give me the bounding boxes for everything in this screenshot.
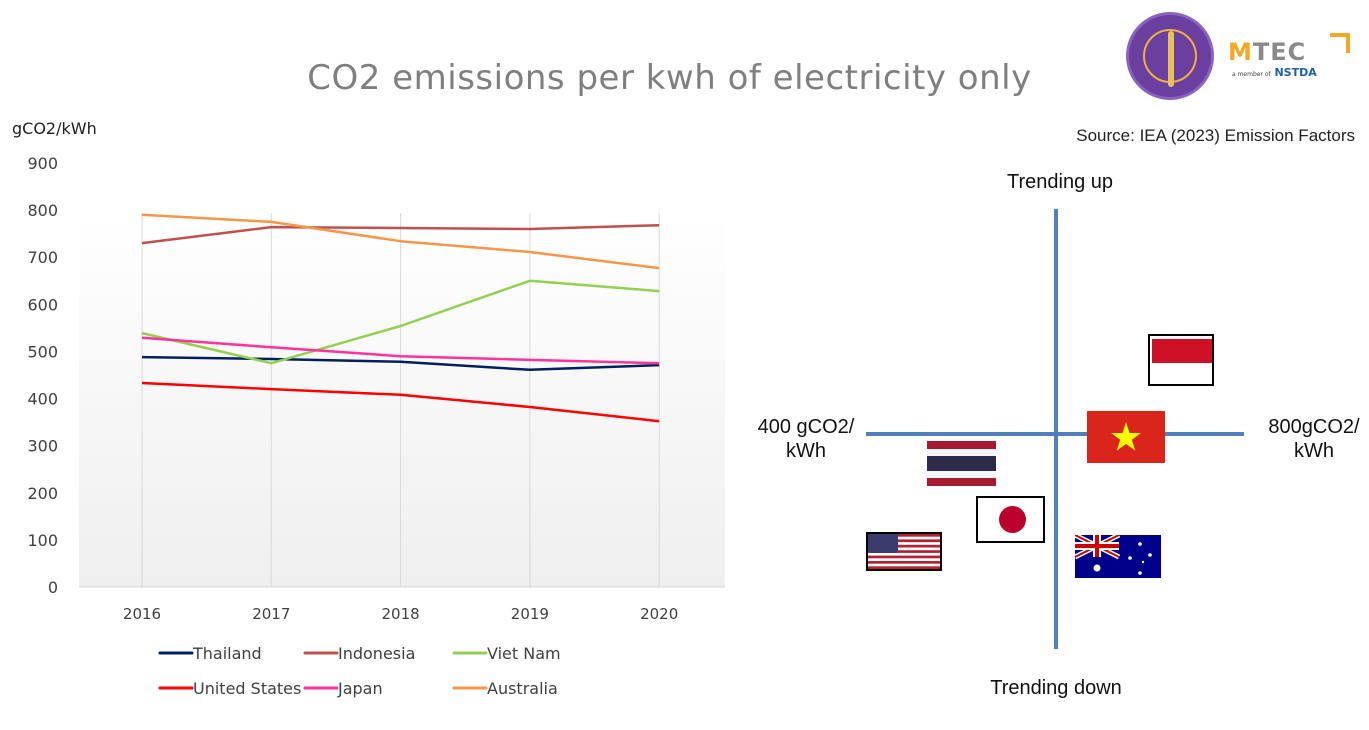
y-tick-label: 300	[27, 437, 58, 456]
y-tick-label: 400	[27, 390, 58, 409]
vietnam-flag-icon	[1087, 411, 1165, 463]
indonesia-flag-icon	[1148, 334, 1214, 386]
low-threshold-line2: kWh	[786, 440, 826, 462]
y-tick-label: 700	[27, 248, 58, 267]
x-tick-label: 2016	[123, 605, 161, 623]
legend-label: Australia	[487, 679, 558, 698]
x-tick-label: 2019	[511, 605, 549, 623]
legend-label: Indonesia	[338, 644, 415, 663]
line-chart: 0 100 200 300 400 500 600 700 800 900 2016 2017 201…	[27, 154, 725, 698]
series-line-thailand	[141, 355, 660, 372]
y-tick-label: 100	[27, 531, 58, 550]
series-line-japan	[141, 336, 660, 365]
x-tick-label: 2020	[640, 605, 678, 623]
y-tick-label: 500	[27, 342, 58, 361]
plot-area	[79, 213, 725, 587]
legend-item-united-states: United States	[158, 679, 301, 698]
united-states-flag-icon	[866, 532, 942, 571]
nstda-prefix: a member of	[1232, 71, 1271, 78]
legend-item-indonesia: Indonesia	[303, 644, 415, 663]
legend-item-japan: Japan	[303, 679, 383, 698]
series-line-united-states	[141, 381, 660, 423]
emission-axis	[866, 432, 1244, 436]
low-threshold-label: 400 gCO2/ kWh	[746, 415, 866, 463]
y-tick-label: 0	[48, 578, 58, 597]
y-tick-label: 800	[27, 201, 58, 220]
series-line-australia	[141, 213, 660, 270]
y-tick-label: 900	[27, 154, 58, 173]
source-note: Source: IEA (2023) Emission Factors	[1076, 126, 1355, 145]
legend-label: Japan	[337, 679, 383, 698]
mtec-logo-text: TEC	[1252, 38, 1307, 66]
legend-item-viet-nam: Viet Nam	[452, 644, 561, 663]
series-line-indonesia	[141, 223, 660, 245]
high-threshold-line2: kWh	[1294, 440, 1334, 462]
high-threshold-label: 800gCO2/ kWh	[1256, 415, 1369, 463]
seal-emblem-icon	[1168, 31, 1174, 87]
x-tick-label: 2017	[252, 605, 290, 623]
legend-item-thailand: Thailand	[158, 644, 262, 663]
high-threshold-line1: 800gCO2/	[1268, 416, 1360, 438]
nstda-text: NSTDA	[1274, 66, 1317, 79]
thailand-flag-icon	[927, 441, 996, 486]
series-line-viet-nam	[141, 279, 660, 365]
legend-label: United States	[193, 679, 301, 698]
trending-down-label: Trending down	[990, 677, 1122, 699]
legend-label: Viet Nam	[487, 644, 561, 663]
x-tick-label: 2018	[382, 605, 420, 623]
institution-seal-logo	[1126, 12, 1214, 100]
mtec-arrow-icon	[1330, 33, 1350, 53]
nstda-logo: a member of NSTDA	[1232, 66, 1317, 79]
y-tick-label: 600	[27, 295, 58, 314]
slide-title: CO2 emissions per kwh of electricity onl…	[307, 58, 1032, 98]
mtec-logo: MTEC	[1228, 38, 1307, 66]
japan-flag-icon	[976, 496, 1045, 543]
low-threshold-line1: 400 gCO2/	[757, 416, 855, 438]
trending-up-label: Trending up	[1007, 171, 1113, 193]
y-tick-label: 200	[27, 484, 58, 503]
legend-item-australia: Australia	[452, 679, 558, 698]
trend-axis	[1054, 209, 1058, 649]
australia-flag-icon	[1075, 535, 1161, 578]
y-axis-unit-label: gCO2/kWh	[12, 119, 97, 138]
legend-label: Thailand	[192, 644, 262, 663]
